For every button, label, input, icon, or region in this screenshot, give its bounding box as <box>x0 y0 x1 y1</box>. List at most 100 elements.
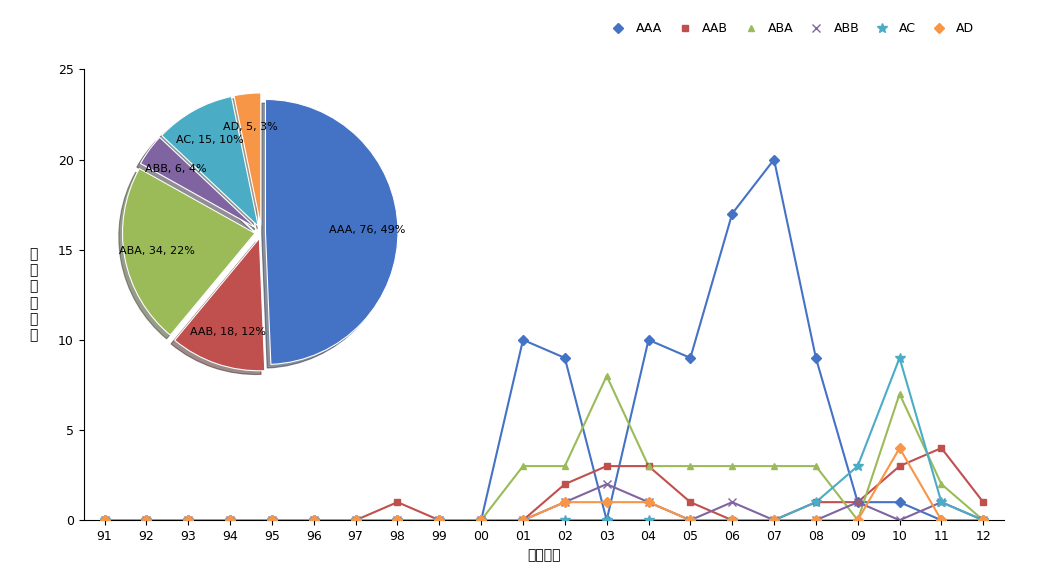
AC <box>977 517 990 524</box>
ABB <box>642 499 655 506</box>
AAB <box>600 462 613 469</box>
Text: AC, 15, 10%: AC, 15, 10% <box>176 135 244 144</box>
AC <box>433 517 446 524</box>
AAA <box>851 499 864 506</box>
ABB <box>768 517 780 524</box>
ABB <box>726 499 738 506</box>
AD <box>810 517 822 524</box>
ABA <box>935 481 948 488</box>
AC <box>684 517 697 524</box>
AC <box>935 499 948 506</box>
ABA <box>726 462 738 469</box>
AAB <box>224 517 236 524</box>
ABA <box>768 462 780 469</box>
Y-axis label: 특
허
출
원
건
수: 특 허 출 원 건 수 <box>29 247 38 342</box>
AAA <box>684 354 697 361</box>
ABA <box>851 517 864 524</box>
ABA <box>475 517 487 524</box>
ABA <box>893 391 906 398</box>
AAA <box>559 354 571 361</box>
ABB <box>851 499 864 506</box>
AAB <box>726 517 738 524</box>
ABB <box>182 517 195 524</box>
ABA <box>684 462 697 469</box>
Wedge shape <box>140 138 256 228</box>
AD <box>977 517 990 524</box>
AAB <box>851 499 864 506</box>
AD <box>642 499 655 506</box>
ABA <box>140 517 153 524</box>
Line: AD: AD <box>101 444 986 524</box>
AAB <box>517 517 529 524</box>
Text: AAA, 76, 49%: AAA, 76, 49% <box>329 225 406 235</box>
Legend: AAA, AAB, ABA, ABB, AC, AD: AAA, AAB, ABA, ABB, AC, AD <box>600 17 979 40</box>
Text: ABA, 34, 22%: ABA, 34, 22% <box>119 246 196 257</box>
AD <box>391 517 404 524</box>
ABB <box>308 517 320 524</box>
AAB <box>391 499 404 506</box>
ABA <box>642 462 655 469</box>
AAB <box>893 462 906 469</box>
ABB <box>684 517 697 524</box>
AD <box>308 517 320 524</box>
ABA <box>433 517 446 524</box>
AAA <box>768 156 780 163</box>
ABA <box>559 462 571 469</box>
AD <box>517 517 529 524</box>
AD <box>98 517 111 524</box>
AD <box>475 517 487 524</box>
AAA <box>140 517 153 524</box>
AD <box>935 517 948 524</box>
ABB <box>140 517 153 524</box>
Text: AAB, 18, 12%: AAB, 18, 12% <box>189 328 266 338</box>
ABA <box>600 372 613 379</box>
AAB <box>810 499 822 506</box>
AC <box>391 517 404 524</box>
AAB <box>684 499 697 506</box>
AC <box>140 517 153 524</box>
AC <box>224 517 236 524</box>
AD <box>433 517 446 524</box>
AAA <box>517 336 529 343</box>
AAA <box>726 210 738 217</box>
AAA <box>977 517 990 524</box>
AAA <box>349 517 362 524</box>
ABB <box>349 517 362 524</box>
AAB <box>266 517 278 524</box>
AAB <box>182 517 195 524</box>
AC <box>726 517 738 524</box>
ABB <box>935 499 948 506</box>
ABA <box>98 517 111 524</box>
ABA <box>391 517 404 524</box>
AC <box>475 517 487 524</box>
Line: AAB: AAB <box>101 444 986 524</box>
ABA <box>224 517 236 524</box>
AD <box>684 517 697 524</box>
ABA <box>182 517 195 524</box>
ABB <box>433 517 446 524</box>
AC <box>182 517 195 524</box>
ABA <box>517 462 529 469</box>
AAA <box>935 517 948 524</box>
ABA <box>977 517 990 524</box>
AC <box>266 517 278 524</box>
AAA <box>182 517 195 524</box>
AAA <box>475 517 487 524</box>
AAA <box>391 517 404 524</box>
ABB <box>893 517 906 524</box>
AD <box>768 517 780 524</box>
AAB <box>977 499 990 506</box>
ABB <box>810 517 822 524</box>
AAA <box>600 517 613 524</box>
AAA <box>893 499 906 506</box>
Text: ABB, 6, 4%: ABB, 6, 4% <box>145 164 207 175</box>
ABA <box>308 517 320 524</box>
Wedge shape <box>266 99 397 364</box>
ABB <box>600 481 613 488</box>
Wedge shape <box>122 169 255 335</box>
AAA <box>266 517 278 524</box>
AD <box>559 499 571 506</box>
ABB <box>98 517 111 524</box>
AD <box>893 444 906 451</box>
Line: ABB: ABB <box>100 480 987 524</box>
